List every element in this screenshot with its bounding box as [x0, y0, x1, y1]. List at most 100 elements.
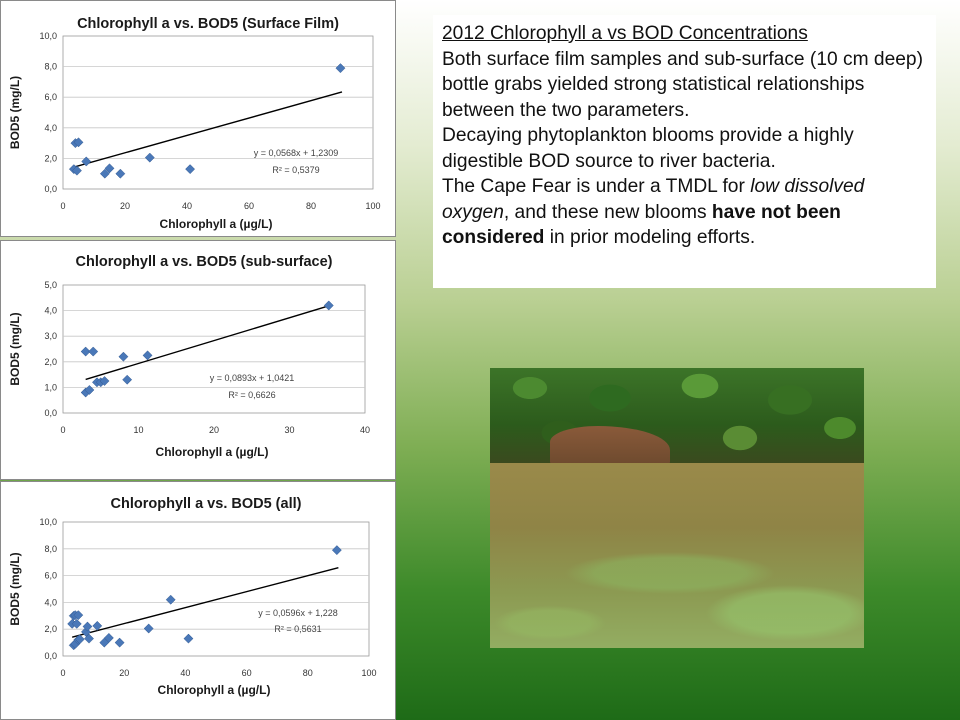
x-tick-label: 0: [60, 425, 65, 435]
x-axis-title: Chlorophyll a (µg/L): [158, 683, 271, 697]
data-point: [165, 594, 176, 605]
trendline-equation: y = 0,0596x + 1,228: [258, 608, 338, 618]
data-point: [185, 164, 196, 175]
data-point: [142, 350, 153, 361]
text-bold-not-considered: have not been considered: [442, 201, 841, 249]
trend-line: [85, 305, 328, 381]
data-point: [183, 633, 194, 644]
chart-all: Chlorophyll a vs. BOD5 (all) 0,0 2,0 4,0 6,0…: [8, 496, 377, 697]
chart-panel-all: Chlorophyll a vs. BOD5 (all) 0,0 2,0 4,0 6,0…: [0, 481, 396, 720]
plot-area: [62, 284, 366, 414]
x-tick-label: 40: [182, 201, 192, 211]
y-tick-label: 8,0: [44, 62, 57, 72]
text-paragraph-3-end: in prior modeling efforts.: [544, 227, 756, 248]
data-point: [104, 163, 115, 174]
r-squared-label: R² = 0,5631: [274, 624, 321, 634]
data-point: [122, 374, 133, 385]
text-paragraph-2: Decaying phytoplankton blooms provide a …: [442, 125, 854, 172]
photo-river-bank: [550, 426, 670, 466]
data-point: [118, 351, 129, 362]
y-axis-title: BOD5 (mg/L): [8, 312, 22, 385]
y-tick-label: 10,0: [39, 31, 57, 41]
x-tick-label: 80: [303, 668, 313, 678]
data-point: [99, 376, 110, 386]
data-point: [84, 633, 94, 644]
plot-area: [62, 521, 370, 657]
chart-panel-sub-surface: Chlorophyll a vs. BOD5 (sub-surface) 0,0 1…: [0, 240, 396, 480]
data-point: [99, 168, 110, 179]
x-tick-label: 60: [242, 668, 252, 678]
y-tick-label: 6,0: [44, 92, 57, 102]
data-point: [73, 610, 84, 621]
data-point: [103, 632, 114, 643]
text-paragraph-3: The Cape Fear is under a TMDL for low di…: [442, 174, 928, 251]
x-tick-label: 60: [244, 201, 254, 211]
y-tick-label: 5,0: [44, 280, 57, 290]
y-tick-label: 8,0: [44, 544, 57, 554]
y-axis-title: BOD5 (mg/L): [8, 552, 22, 625]
photo-tree-line: [490, 368, 864, 463]
x-tick-label: 0: [60, 668, 65, 678]
data-point: [74, 634, 85, 645]
chart-surface-film: Chlorophyll a vs. BOD5 (Surface Film) 0,0…: [8, 16, 381, 231]
text-paragraph-3-start: The Cape Fear is under a TMDL for: [442, 176, 751, 197]
river-algae-bloom-photo: [490, 368, 864, 648]
y-tick-label: 4,0: [44, 597, 57, 607]
data-point: [114, 637, 125, 648]
chart-panel-surface-film: Chlorophyll a vs. BOD5 (Surface Film) 0,0…: [0, 0, 396, 237]
y-tick-label: 3,0: [44, 331, 57, 341]
data-point: [331, 545, 342, 556]
x-tick-label: 80: [306, 201, 316, 211]
data-point: [335, 63, 346, 74]
chart-title: Chlorophyll a vs. BOD5 (Surface Film): [77, 16, 339, 32]
text-paragraph-3-middle: , and these new blooms: [503, 201, 712, 223]
data-point: [115, 168, 126, 179]
x-tick-label: 20: [120, 201, 130, 211]
text-paragraph-1: Both surface film samples and sub-surfac…: [442, 48, 923, 121]
trendline-equation: y = 0,0568x + 1,2309: [254, 148, 339, 158]
y-tick-label: 4,0: [44, 123, 57, 133]
photo-green-water: [490, 463, 864, 648]
x-tick-label: 100: [365, 201, 380, 211]
text-heading: 2012 Chlorophyll a vs BOD Concentrations: [442, 23, 808, 44]
x-tick-label: 40: [180, 668, 190, 678]
y-tick-label: 2,0: [44, 624, 57, 634]
data-point: [84, 385, 95, 395]
chart-title: Chlorophyll a vs. BOD5 (sub-surface): [75, 254, 332, 270]
plot-area: [62, 35, 374, 190]
x-tick-label: 20: [119, 668, 129, 678]
data-point: [144, 152, 155, 163]
trend-line: [72, 566, 339, 638]
data-point: [71, 618, 82, 629]
data-point: [92, 620, 103, 631]
r-squared-label: R² = 0,6626: [228, 390, 275, 400]
y-tick-label: 2,0: [44, 357, 57, 367]
x-axis-title: Chlorophyll a (µg/L): [156, 445, 269, 459]
data-point: [71, 165, 82, 176]
data-point: [82, 621, 93, 632]
x-tick-label: 20: [209, 425, 219, 435]
y-tick-label: 0,0: [44, 408, 57, 418]
data-point: [143, 623, 154, 634]
y-tick-label: 0,0: [44, 184, 57, 194]
chart-title: Chlorophyll a vs. BOD5 (all): [111, 496, 302, 512]
data-point: [81, 156, 92, 167]
y-tick-label: 6,0: [44, 571, 57, 581]
x-tick-label: 10: [133, 425, 143, 435]
y-tick-label: 2,0: [44, 153, 57, 163]
chart-sub-surface: Chlorophyll a vs. BOD5 (sub-surface) 0,0 1…: [8, 254, 370, 459]
x-tick-label: 40: [360, 425, 370, 435]
y-axis-title: BOD5 (mg/L): [8, 76, 22, 149]
trendline-equation: y = 0,0893x + 1,0421: [210, 373, 295, 383]
data-point: [80, 346, 91, 357]
y-tick-label: 1,0: [44, 382, 57, 392]
y-tick-label: 10,0: [39, 517, 57, 527]
text-panel: 2012 Chlorophyll a vs BOD Concentrations…: [433, 15, 936, 288]
x-tick-label: 0: [60, 201, 65, 211]
data-point: [73, 137, 84, 148]
data-point: [323, 300, 334, 311]
y-tick-label: 0,0: [44, 651, 57, 661]
y-tick-label: 4,0: [44, 306, 57, 316]
x-tick-label: 30: [284, 425, 294, 435]
trend-line: [75, 91, 343, 168]
